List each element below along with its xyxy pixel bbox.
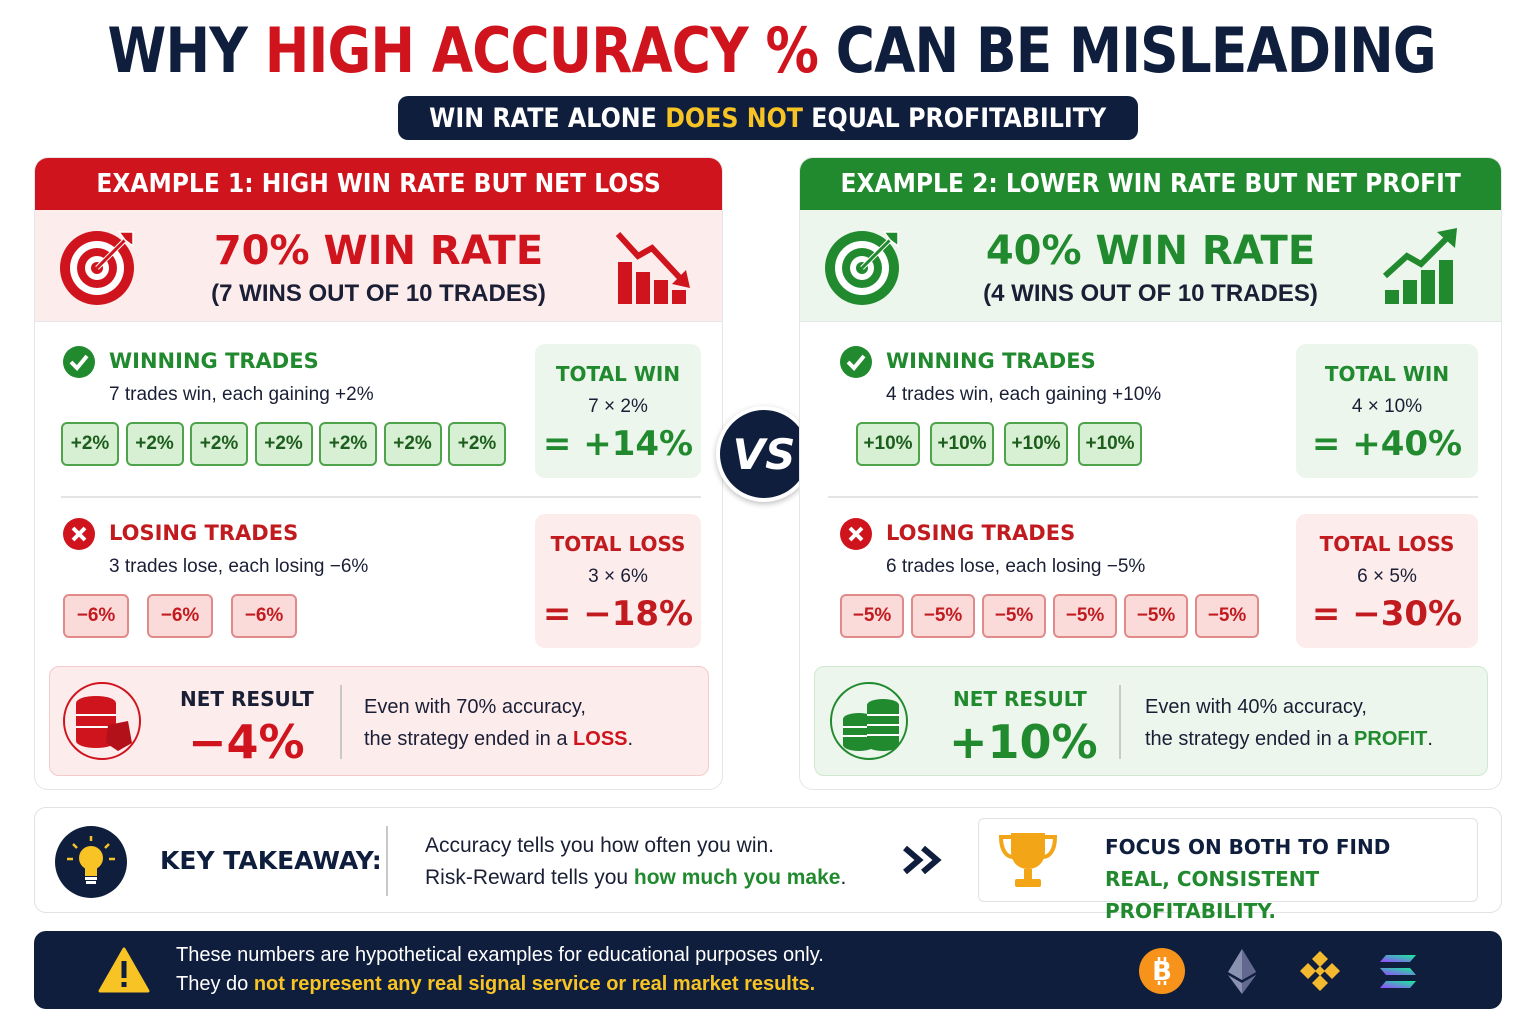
binance-icon (1300, 951, 1340, 991)
loss-chip: −6% (231, 594, 297, 638)
title-highlight: HIGH ACCURACY % (264, 14, 819, 87)
example2-losing-label: LOSING TRADES (886, 521, 1076, 545)
disclaimer-banner: These numbers are hypothetical examples … (34, 931, 1502, 1009)
disclaimer-text: These numbers are hypothetical examples … (176, 944, 824, 995)
win-chip: +10% (856, 422, 920, 466)
loss-chip: −5% (982, 594, 1046, 638)
trend-up-icon (1382, 228, 1457, 304)
example1-winning-desc: 7 trades win, each gaining +2% (109, 384, 374, 405)
loss-chip: −6% (147, 594, 213, 638)
win-chip: +2% (448, 422, 506, 466)
example1-win-rate-detail: (7 WINS OUT OF 10 TRADES) (211, 280, 546, 307)
solana-icon (1380, 955, 1416, 988)
example1-total-win: TOTAL WIN 7 × 2% = +14% (535, 344, 701, 478)
win-chip: +2% (254, 422, 313, 466)
key-takeaway-label: KEY TAKEAWAY: (160, 846, 382, 875)
divider (386, 826, 388, 896)
target-icon (825, 231, 899, 305)
trend-down-icon (615, 231, 690, 304)
example2-win-rate-detail: (4 WINS OUT OF 10 TRADES) (983, 280, 1318, 307)
example1-win-rate: 70% WIN RATE (213, 228, 544, 274)
vs-badge: VS (716, 406, 812, 502)
loss-chip: −6% (63, 594, 129, 638)
example1-losing-desc: 3 trades lose, each losing −6% (109, 556, 369, 577)
example2-heading: EXAMPLE 2: LOWER WIN RATE BUT NET PROFIT (800, 158, 1501, 210)
example1-net-result: NET RESULT −4% Even with 70% accuracy, t… (49, 666, 709, 776)
divider (61, 496, 701, 498)
trophy-icon (998, 833, 1058, 887)
win-chip: +2% (319, 422, 377, 466)
divider (828, 496, 1478, 498)
example1-heading: EXAMPLE 1: HIGH WIN RATE BUT NET LOSS (35, 158, 722, 210)
page-title: WHY HIGH ACCURACY % CAN BE MISLEADING (107, 14, 1437, 87)
win-chip: +10% (1004, 422, 1068, 466)
loss-chip: −5% (840, 594, 904, 638)
win-chip: +2% (125, 422, 184, 466)
example1-winning-label: WINNING TRADES (109, 349, 319, 373)
win-chip: +2% (383, 422, 442, 466)
loss-chip: −5% (1053, 594, 1117, 638)
example2-winning-label: WINNING TRADES (886, 349, 1096, 373)
x-circle-icon (63, 518, 95, 550)
example2-winning-desc: 4 trades win, each gaining +10% (886, 384, 1162, 405)
subtitle-banner: WIN RATE ALONE DOES NOT EQUAL PROFITABIL… (398, 96, 1138, 140)
check-circle-icon (840, 346, 872, 378)
focus-callout: FOCUS ON BOTH TO FIND REAL, CONSISTENT P… (978, 818, 1478, 923)
coins-loss-icon (63, 682, 141, 760)
example2-total-win: TOTAL WIN 4 × 10% = +40% (1296, 344, 1478, 478)
example2-net-result: NET RESULT +10% Even with 40% accuracy, … (814, 666, 1488, 776)
example2-total-loss: TOTAL LOSS 6 × 5% = −30% (1296, 514, 1478, 648)
ethereum-icon (1228, 949, 1256, 994)
win-chip: +2% (61, 422, 119, 466)
loss-chip: −5% (1195, 594, 1259, 638)
example1-panel: EXAMPLE 1: HIGH WIN RATE BUT NET LOSS 70… (34, 157, 723, 790)
subtitle-highlight: DOES NOT (665, 102, 804, 134)
win-chip: +10% (1078, 422, 1142, 466)
example1-losing-label: LOSING TRADES (109, 521, 299, 545)
coins-profit-icon (830, 682, 908, 760)
loss-chip: −5% (1124, 594, 1188, 638)
win-chip: +2% (190, 422, 248, 466)
key-takeaway-box: KEY TAKEAWAY: Accuracy tells you how oft… (34, 807, 1502, 923)
example2-losing-desc: 6 trades lose, each losing −5% (886, 556, 1146, 577)
svg-text:B: B (1152, 957, 1172, 987)
target-icon (60, 231, 134, 305)
example2-winrate-band: 40% WIN RATE (4 WINS OUT OF 10 TRADES) (800, 210, 1501, 322)
x-circle-icon (840, 518, 872, 550)
lightbulb-icon (55, 826, 127, 898)
key-takeaway-text: Accuracy tells you how often you win. Ri… (425, 834, 847, 889)
example2-panel: EXAMPLE 2: LOWER WIN RATE BUT NET PROFIT… (799, 157, 1502, 790)
win-chip: +10% (930, 422, 994, 466)
bitcoin-icon: B (1139, 948, 1185, 994)
example1-total-loss: TOTAL LOSS 3 × 6% = −18% (535, 514, 701, 648)
warning-icon (98, 947, 150, 993)
double-chevron-right-icon (903, 845, 942, 875)
loss-chip: −5% (911, 594, 975, 638)
example2-win-rate: 40% WIN RATE (985, 228, 1316, 274)
example1-winrate-band: 70% WIN RATE (7 WINS OUT OF 10 TRADES) (35, 210, 722, 322)
check-circle-icon (63, 346, 95, 378)
